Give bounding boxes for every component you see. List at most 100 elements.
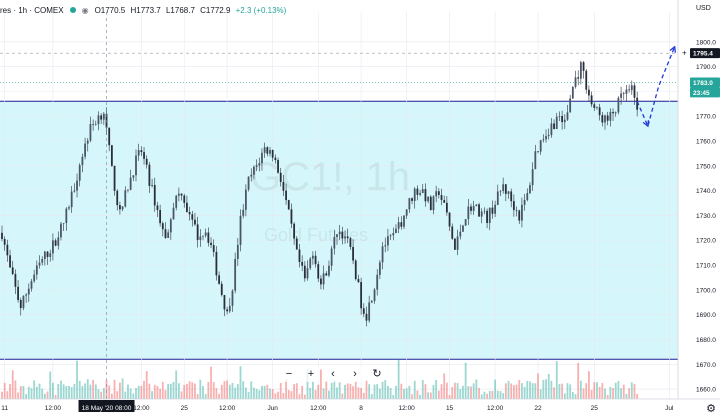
time-tick-label: 12:00 [133, 405, 150, 412]
price-badge-label: 23:45 [693, 90, 710, 97]
candle [542, 134, 545, 143]
volume-bar [593, 382, 596, 399]
candle-body [253, 166, 255, 175]
candle [309, 256, 312, 271]
symbol-title[interactable]: res · 1h · COMEX [0, 5, 64, 15]
candle [445, 196, 448, 216]
candle [338, 225, 341, 240]
volume-bar [210, 366, 212, 399]
time-tick-label: Jul [665, 405, 674, 412]
volume-bar [614, 382, 617, 399]
volume-bar [571, 392, 574, 399]
candle [376, 269, 379, 296]
volume-bar [186, 383, 188, 399]
ohlc-values: O1770.5 H1773.7 L1768.7 C1772.9 +2.3 (+0… [95, 6, 290, 15]
candle-body [596, 107, 598, 108]
volume-bar [180, 391, 183, 399]
candle [330, 246, 333, 271]
candle [306, 260, 309, 281]
candle-body [191, 214, 194, 220]
candle [475, 204, 478, 207]
candle-body [43, 251, 46, 259]
candle-body [244, 189, 247, 210]
candle [145, 155, 148, 169]
candle-body [456, 236, 459, 250]
volume-bar [250, 381, 253, 399]
candle [62, 222, 65, 231]
candle-body [202, 235, 204, 237]
candle-body [261, 152, 263, 164]
volume-bar [1, 391, 3, 399]
volume-bar [9, 384, 11, 399]
volume-bar [46, 391, 49, 399]
candle [1, 225, 3, 242]
candle-body [17, 286, 19, 300]
candle-body [65, 208, 68, 223]
candle [432, 195, 435, 215]
eye-icon[interactable]: ◉ [81, 5, 89, 15]
candle [384, 237, 387, 253]
zoom-in-button[interactable]: + [303, 366, 319, 382]
candle [121, 206, 124, 212]
scroll-left-button[interactable]: ‹ [325, 366, 341, 382]
candle [164, 222, 167, 239]
candle-body [119, 205, 121, 210]
candle-body [70, 191, 73, 208]
candle-body [427, 196, 430, 202]
candle [601, 111, 604, 127]
volume-bar [27, 386, 30, 399]
candle-body [175, 195, 178, 208]
candle-body [451, 226, 454, 239]
candle-body [459, 231, 462, 237]
volume-bar [110, 393, 113, 399]
ohlc-open: O1770.5 [94, 5, 126, 15]
candle [397, 216, 400, 234]
candle-body [266, 147, 269, 154]
candle-body [100, 115, 103, 120]
volume-bar [620, 388, 622, 399]
candle-body [566, 112, 569, 120]
candle [255, 159, 258, 171]
candle-body [336, 234, 338, 238]
candle-body [226, 309, 229, 312]
candle-body [370, 300, 373, 303]
candle [253, 165, 255, 180]
volume-bar [445, 382, 448, 399]
zoom-out-button[interactable]: − [281, 366, 297, 382]
settings-gear-icon[interactable]: ⚙ [706, 403, 716, 415]
candle-body [440, 194, 443, 201]
candle [33, 269, 36, 283]
candle-body [612, 111, 614, 114]
volume-bar [526, 380, 529, 399]
candle-body [588, 89, 590, 96]
volume-bar [169, 383, 172, 399]
volume-bar [504, 383, 507, 399]
candle-body [574, 77, 577, 87]
candle-body [437, 191, 440, 195]
volume-bar [502, 393, 505, 399]
candle [416, 185, 419, 201]
volume-bar [177, 383, 180, 399]
scroll-right-button[interactable]: › [347, 366, 363, 382]
candle [617, 96, 620, 115]
reset-button[interactable]: ↻ [369, 366, 385, 382]
volume-bar [491, 390, 494, 399]
candle-body [491, 207, 494, 214]
candle [49, 249, 52, 262]
candle [6, 239, 9, 262]
candle [336, 233, 338, 245]
candle-body [159, 210, 162, 224]
volume-bar [121, 378, 124, 399]
candle-body [467, 206, 470, 220]
volume-bar [293, 384, 296, 399]
volume-bar [352, 386, 354, 399]
price-tick-label: 1690.0 [696, 312, 716, 319]
volume-bar [443, 373, 446, 399]
candle [239, 209, 242, 252]
candle [620, 86, 622, 105]
watermark-name: Gold Futures [264, 225, 368, 245]
candle [266, 146, 269, 157]
volume-bar [271, 388, 274, 399]
candle [604, 114, 606, 130]
